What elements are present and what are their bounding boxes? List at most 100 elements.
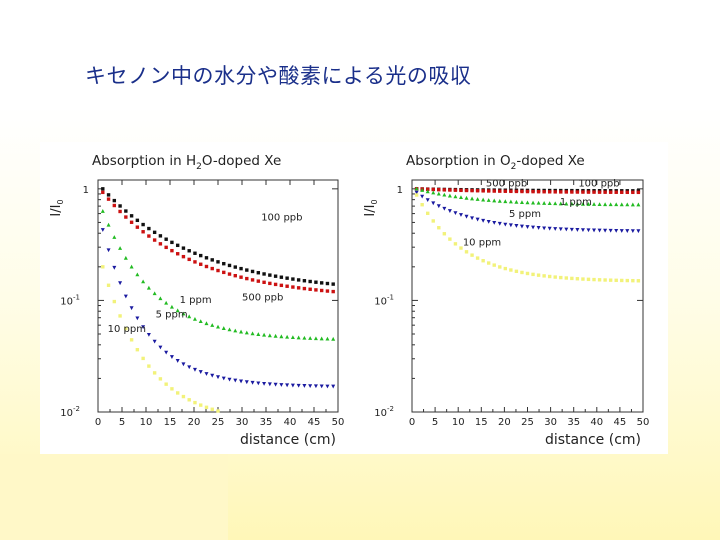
data-point (290, 335, 295, 339)
data-point (100, 228, 105, 232)
data-point (250, 278, 255, 282)
x-tick-label: 50 (637, 417, 650, 428)
data-point (170, 240, 174, 245)
data-point (508, 199, 513, 204)
data-point (581, 190, 585, 194)
data-point (508, 223, 513, 228)
data-point (547, 274, 552, 279)
data-point (603, 202, 608, 207)
series-label: 1 ppm (560, 197, 592, 208)
data-point (285, 383, 290, 388)
data-point (245, 268, 249, 272)
data-point (631, 190, 635, 195)
data-point (459, 188, 463, 193)
data-point (559, 190, 563, 194)
data-point (620, 278, 624, 283)
data-point (586, 277, 591, 282)
data-point (227, 327, 232, 332)
data-point (580, 228, 585, 233)
data-point (279, 383, 284, 387)
chart-title: Absorption in O2-doped Xe (406, 153, 585, 172)
data-point (233, 378, 238, 383)
data-point (291, 285, 295, 289)
data-point (164, 382, 168, 386)
data-point (313, 384, 318, 389)
data-point (575, 277, 580, 281)
series-label: 5 ppm (156, 310, 188, 321)
data-point (175, 252, 180, 256)
data-point (198, 370, 203, 374)
data-point (245, 276, 249, 281)
data-point (164, 237, 168, 241)
data-point (279, 334, 284, 339)
data-point (302, 286, 307, 291)
data-point (636, 279, 641, 283)
data-point (464, 250, 469, 254)
data-point (175, 359, 180, 363)
data-point (129, 264, 134, 269)
data-point (542, 274, 546, 278)
data-point (123, 255, 128, 260)
slide-title: キセノン中の水分や酸素による光の吸収 (85, 64, 472, 88)
data-point (227, 377, 232, 382)
y-tick-label: 1 (397, 185, 403, 196)
data-point (569, 227, 574, 232)
data-point (147, 364, 151, 368)
data-point (314, 280, 318, 284)
figure-panel: Absorption in H2O-doped Xe I/I0 0 5 10 15 20 25… (40, 142, 668, 454)
data-point (285, 284, 289, 288)
data-point (458, 213, 463, 217)
data-point (481, 218, 486, 223)
data-point (279, 283, 284, 288)
data-point (580, 201, 585, 206)
series-label: 500 ppb (242, 292, 283, 303)
data-point (619, 202, 624, 207)
data-point (262, 280, 266, 284)
data-point (210, 373, 215, 378)
data-point (447, 193, 452, 198)
data-point (319, 384, 324, 389)
data-point (575, 201, 580, 206)
data-point (497, 221, 502, 226)
data-point (216, 268, 220, 273)
data-point (262, 272, 266, 276)
data-point (216, 324, 220, 329)
data-point (614, 278, 618, 283)
data-point (256, 381, 261, 386)
data-point (325, 289, 330, 293)
data-point (308, 287, 312, 291)
data-point (597, 228, 602, 233)
data-point (222, 261, 226, 266)
data-point (296, 278, 301, 282)
chart-2: Absorption in O2-doped Xe I/I0 0 5 10 15 20 25 3… (363, 153, 649, 448)
data-point (331, 289, 335, 294)
data-point (575, 190, 580, 194)
data-point (431, 201, 436, 206)
data-point (636, 190, 641, 195)
data-point (135, 272, 140, 277)
data-point (437, 226, 441, 230)
data-point (239, 329, 244, 334)
data-point (112, 198, 117, 203)
data-point (536, 189, 541, 194)
data-point (135, 225, 140, 229)
x-tick-label: 25 (521, 417, 534, 428)
x-tick-label: 40 (590, 417, 603, 428)
data-point (492, 189, 496, 193)
data-point (470, 216, 475, 221)
data-point (296, 286, 301, 290)
data-point (570, 276, 574, 281)
data-point (112, 299, 117, 304)
data-point (106, 193, 111, 197)
data-point (112, 265, 117, 270)
data-point (564, 276, 569, 280)
data-point (152, 238, 157, 242)
data-point (181, 394, 186, 399)
x-tick-label: 15 (475, 417, 488, 428)
data-point (486, 189, 491, 193)
data-point (414, 190, 419, 195)
data-point (464, 188, 469, 193)
data-point (250, 331, 255, 336)
data-point (569, 201, 574, 206)
x-tick-label: 0 (409, 417, 415, 428)
